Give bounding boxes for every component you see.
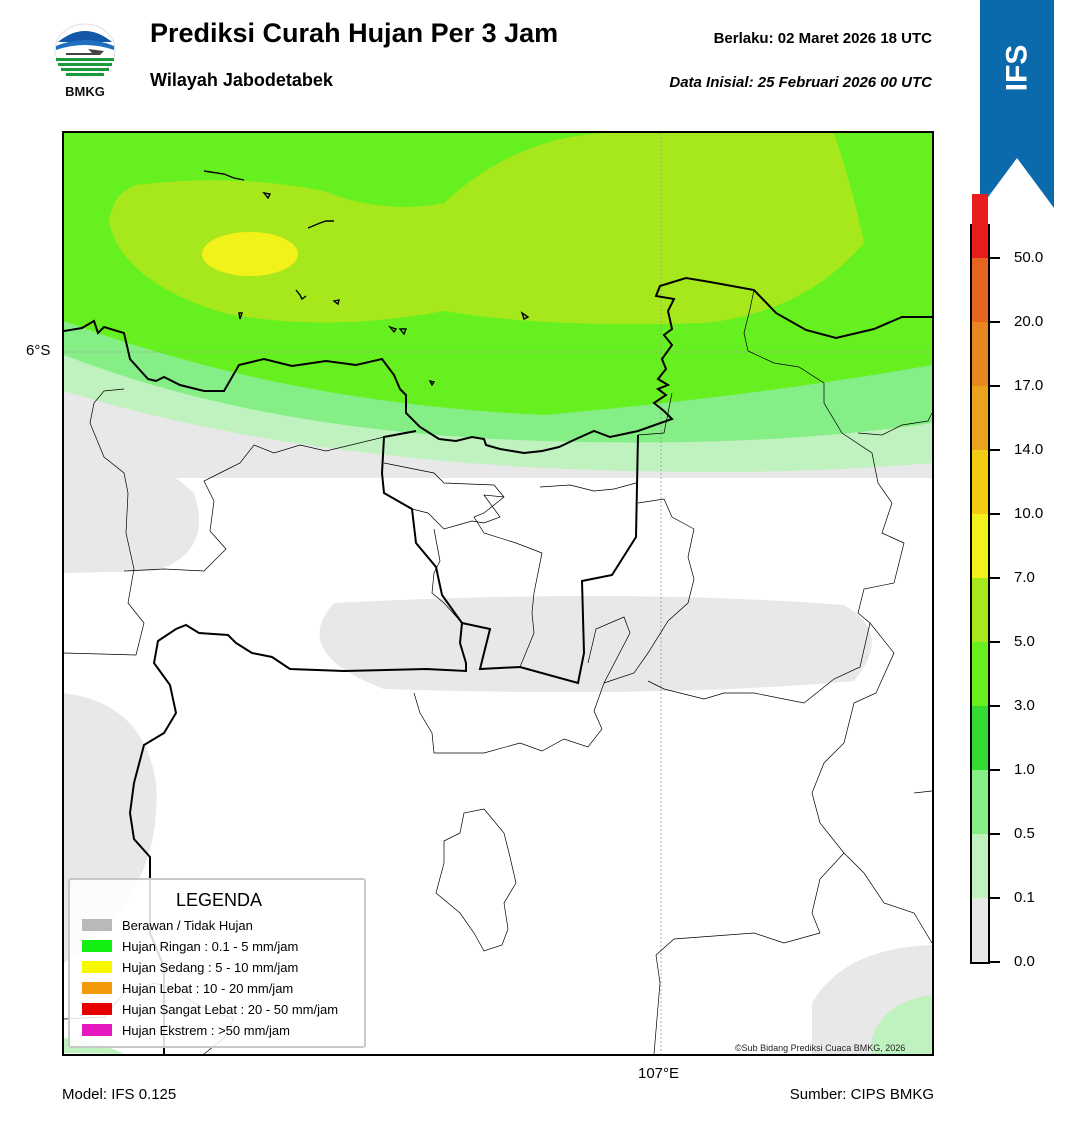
legend-swatch [82,940,112,952]
colorbar-tick-label: 7.0 [1014,569,1035,586]
colorbar-tick [990,513,1000,515]
colorbar-tick [990,449,1000,451]
legend-swatch [82,1024,112,1036]
colorbar-segment [972,194,988,258]
colorbar-tick [990,769,1000,771]
colorbar-segment [972,514,988,578]
legend-title: LEGENDA [175,890,263,910]
longitude-label: 107°E [638,1065,680,1082]
latitude-label: 6°S [26,342,51,359]
ribbon-label: IFS [1001,45,1034,92]
colorbar [970,194,990,964]
cloud-zone-west [64,453,199,573]
colorbar-tick [990,257,1000,259]
coastline [64,276,932,455]
district-borders [64,289,932,1054]
colorbar-tick-label: 0.5 [1014,825,1035,842]
colorbar-tick [990,385,1000,387]
colorbar-tick [990,961,1000,963]
legend-item-extreme-rain: Hujan Ekstrem : >50 mm/jam [82,1020,290,1040]
colorbar-tick-label: 20.0 [1014,313,1044,330]
initial-time: Data Inisial: 25 Februari 2026 00 UTC [669,74,932,91]
colorbar-tick [990,833,1000,835]
colorbar-tick-label: 17.0 [1014,377,1044,394]
legend-label: Hujan Sangat Lebat : 20 - 50 mm/jam [122,1001,339,1017]
colorbar-segment [972,834,988,898]
colorbar-segment [972,258,988,322]
valid-time: Berlaku: 02 Maret 2026 18 UTC [713,30,932,47]
legend-swatch [82,961,112,973]
legend-item-heavy-rain: Hujan Lebat : 10 - 20 mm/jam [82,978,293,998]
legend-item-very-heavy-rain: Hujan Sangat Lebat : 20 - 50 mm/jam [82,999,338,1019]
colorbar-tick [990,705,1000,707]
legend-label: Hujan Sedang : 5 - 10 mm/jam [122,959,299,975]
legend-swatch [82,982,112,994]
province-borders [128,430,639,1054]
rain-core-5.0 [202,232,298,276]
colorbar-segment [972,322,988,386]
legend-label: Hujan Ekstrem : >50 mm/jam [122,1022,290,1038]
model-label: Model: IFS 0.125 [62,1086,177,1103]
source-label: Sumber: CIPS BMKG [789,1086,934,1103]
legend-item-light-rain: Hujan Ringan : 0.1 - 5 mm/jam [82,936,298,956]
colorbar-tick [990,321,1000,323]
legend-item-moderate-rain: Hujan Sedang : 5 - 10 mm/jam [82,957,298,977]
map-credit: ©Sub Bidang Prediksi Cuaca BMKG, 2026 [735,1043,906,1053]
legend-panel: LEGENDA Berawan / Tidak Hujan Hujan Ring… [68,878,366,1048]
colorbar-tick-label: 10.0 [1014,505,1044,522]
map-subtitle: Wilayah Jabodetabek [150,70,333,90]
legend-item-cloudy: Berawan / Tidak Hujan [82,915,253,935]
colorbar-tick [990,641,1000,643]
legend-label: Hujan Lebat : 10 - 20 mm/jam [122,980,294,996]
colorbar-tick-label: 5.0 [1014,633,1035,650]
colorbar-segment [972,578,988,642]
colorbar-segment [972,642,988,706]
light-rain-southeast [872,995,932,1054]
legend-label: Hujan Ringan : 0.1 - 5 mm/jam [122,938,299,954]
logo-text: BMKG [65,84,105,99]
colorbar-tick-label: 1.0 [1014,761,1035,778]
bmkg-logo [54,23,116,77]
legend-swatch [82,919,112,931]
thousand-islands [203,170,530,387]
ifs-ribbon [980,0,1054,208]
legend-label: Berawan / Tidak Hujan [122,917,253,933]
colorbar-tick [990,897,1000,899]
colorbar-tick-label: 0.0 [1014,953,1035,970]
colorbar-tick [990,577,1000,579]
cloud-zone-central [319,595,872,693]
map-panel [62,131,934,1056]
colorbar-tick-label: 0.1 [1014,889,1035,906]
colorbar-segment [972,770,988,834]
legend-swatch [82,1003,112,1015]
colorbar-segment [972,706,988,770]
colorbar-tick-label: 50.0 [1014,249,1044,266]
ribbon-text: IFS [1001,45,1034,92]
colorbar-tick-label: 14.0 [1014,441,1044,458]
rain-band-3.0 [109,133,864,325]
colorbar-segment [972,386,988,450]
map-title: Prediksi Curah Hujan Per 3 Jam [150,18,559,48]
colorbar-tick-label: 3.0 [1014,697,1035,714]
colorbar-segment [972,898,988,962]
colorbar-segment [972,450,988,514]
